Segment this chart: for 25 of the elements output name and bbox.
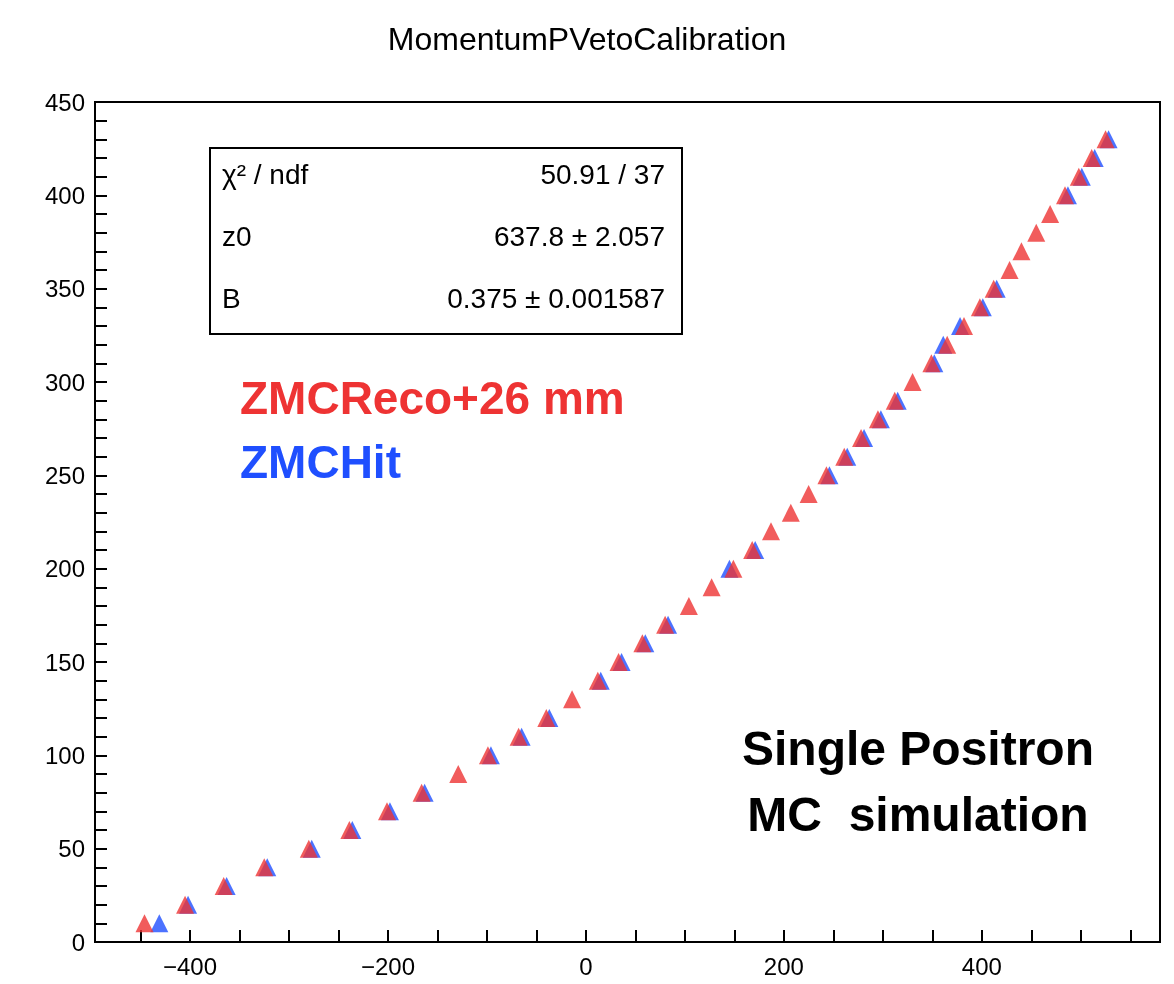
annotation: χ² / ndf [222, 158, 309, 190]
y-tick-label: 300 [44, 368, 85, 396]
annotation: z0 [222, 220, 252, 252]
annotation: 0.375 ± 0.001587 [447, 282, 665, 314]
text: ZMCReco+26 mm [240, 372, 625, 424]
x-tick-label: 400 [961, 952, 1002, 980]
annotation: Single Positron MC simulation [741, 721, 1094, 841]
y-tick-label: 50 [58, 835, 85, 863]
y-tick-label: 200 [44, 555, 85, 583]
x-tick-label: −400 [162, 952, 218, 980]
annotation: 50.91 / 37 [540, 158, 665, 190]
y-tick-label: 400 [44, 181, 85, 209]
y-tick-label: 100 [44, 741, 85, 769]
x-tick-label: −200 [360, 952, 416, 980]
y-tick-label: 150 [44, 648, 85, 676]
x-tick-label: 200 [763, 952, 804, 980]
x-tick-label: 0 [579, 952, 593, 980]
y-tick-label: 0 [71, 928, 85, 956]
chart-title: MomentumPVetoCalibration [387, 21, 787, 57]
y-tick-label: 250 [44, 461, 85, 489]
y-tick-label: 350 [44, 275, 85, 303]
annotation: 637.8 ± 2.057 [493, 220, 665, 252]
annotation: B [222, 282, 241, 314]
y-tick-label: 450 [44, 88, 85, 116]
text: ZMCHit [240, 436, 401, 488]
